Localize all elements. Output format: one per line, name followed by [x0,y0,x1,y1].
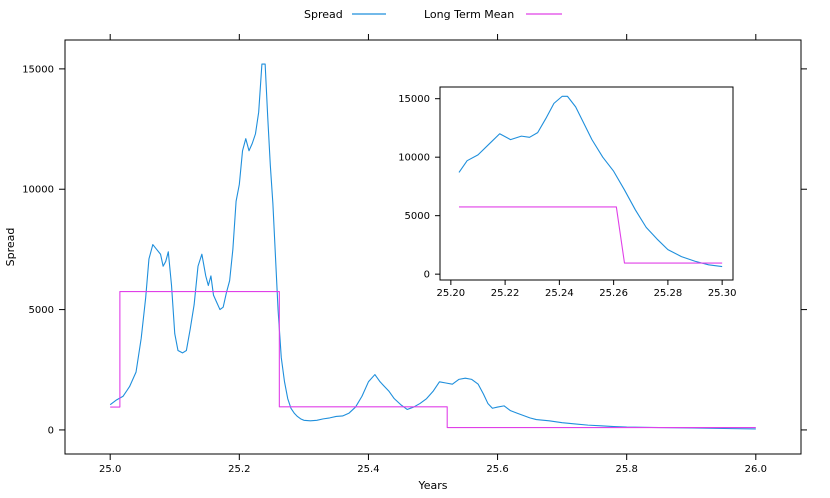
inset-x-tick-label: 25.20 [437,288,466,299]
legend-label-spread: Spread [304,8,343,21]
inset-series-series-1 [458,206,723,264]
main-x-tick-label: 25.8 [616,464,638,475]
main-y-tick-label: 10000 [22,185,54,196]
main-plot-frame [64,39,802,455]
inset-plot: 25.20 25.22 25.24 25.26 25.28 25.30 0 5000 10000… [398,86,737,299]
main-y-axis-title: Spread [4,228,17,267]
legend-label-long-term-mean: Long Term Mean [424,8,514,21]
main-series-long-term-mean [110,290,756,429]
main-y-tick-label: 15000 [22,64,54,75]
inset-x-tick-label: 25.26 [599,288,628,299]
main-x-tick-label: 25.6 [486,464,508,475]
inset-x-tick-label: 25.24 [545,288,574,299]
inset-y-tick-label: 15000 [398,94,430,105]
inset-series-series-0 [458,95,723,268]
inset-y-tick-label: 0 [424,270,430,281]
inset-y-tick-label: 10000 [398,153,430,164]
inset-plot-frame [439,86,734,281]
main-series-spread [109,63,756,430]
inset-y-tick-label: 5000 [405,211,430,222]
main-y-tick-label: 0 [48,425,54,436]
inset-x-tick-label: 25.30 [708,288,737,299]
main-x-tick-label: 25.2 [228,464,250,475]
main-y-tick-label: 5000 [29,305,54,316]
main-x-tick-label: 25.4 [357,464,379,475]
inset-x-tick-label: 25.22 [491,288,520,299]
legend: Spread Long Term Mean [304,8,562,21]
main-x-axis-title: Years [417,479,447,492]
main-x-tick-label: 25.0 [99,464,121,475]
inset-x-tick-label: 25.28 [654,288,683,299]
main-x-tick-label: 26.0 [745,464,767,475]
main-plot: 25.0 25.2 25.4 25.6 25.8 26.0 0 5000 10000 15000 Y… [4,34,807,492]
inset-background [440,87,733,280]
